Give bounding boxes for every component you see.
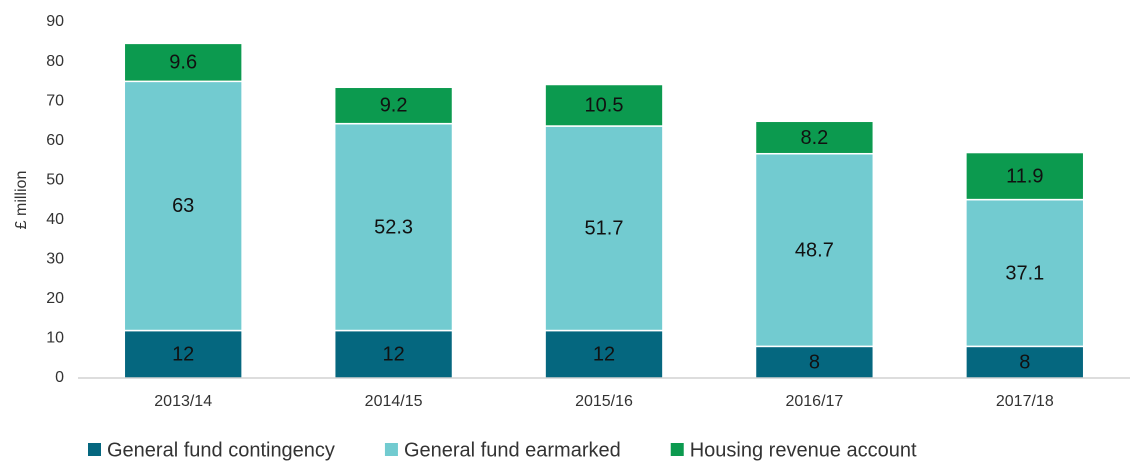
legend-label: General fund contingency <box>107 439 335 461</box>
y-tick-label: 0 <box>55 369 64 386</box>
data-label: 11.9 <box>1006 165 1043 187</box>
x-tick-label: 2015/16 <box>575 393 633 410</box>
legend-swatch <box>88 443 101 456</box>
bar-segment <box>123 80 243 332</box>
bar-segment <box>123 42 243 83</box>
bar-segment <box>965 151 1085 201</box>
data-label: 8.2 <box>800 127 828 149</box>
bar-segment <box>544 125 664 332</box>
x-tick-label: 2017/18 <box>996 393 1054 410</box>
data-label: 48.7 <box>795 239 834 261</box>
bar-segment <box>544 83 664 127</box>
legend-swatch <box>384 443 398 456</box>
bar-segment <box>123 329 243 379</box>
legend-label: Housing revenue account <box>690 439 917 461</box>
y-tick-label: 50 <box>46 171 64 188</box>
data-label: 51.7 <box>585 218 624 240</box>
bar-segment <box>333 86 454 125</box>
data-label: 8 <box>809 351 820 373</box>
y-axis-label: £ million <box>13 171 30 230</box>
bar-segment <box>333 122 454 332</box>
legend-label: General fund earmarked <box>404 439 621 461</box>
legend-swatch <box>670 443 684 456</box>
y-tick-label: 60 <box>46 132 64 149</box>
y-tick-label: 30 <box>46 251 64 268</box>
data-label: 10.5 <box>585 95 624 117</box>
y-tick-label: 10 <box>46 330 64 347</box>
x-tick-label: 2014/15 <box>365 393 423 410</box>
data-label: 52.3 <box>374 216 413 238</box>
y-tick-label: 20 <box>46 290 64 307</box>
data-label: 9.6 <box>169 52 197 74</box>
y-tick-label: 70 <box>46 92 64 109</box>
x-tick-label: 2016/17 <box>785 393 843 410</box>
data-label: 12 <box>593 344 615 366</box>
x-tick-label: 2013/14 <box>154 393 212 410</box>
data-label: 12 <box>172 344 194 366</box>
data-label: 8 <box>1019 351 1030 373</box>
data-label: 37.1 <box>1005 262 1044 284</box>
data-label: 63 <box>172 195 194 217</box>
bar-segment <box>754 152 875 348</box>
bar-segment <box>754 345 875 379</box>
data-label: 12 <box>382 344 404 366</box>
y-tick-label: 40 <box>46 211 64 228</box>
y-tick-label: 90 <box>46 13 64 30</box>
bar-segment <box>754 120 875 155</box>
bar-segment <box>333 329 454 379</box>
data-label: 9.2 <box>380 95 408 117</box>
y-tick-label: 80 <box>46 53 64 70</box>
